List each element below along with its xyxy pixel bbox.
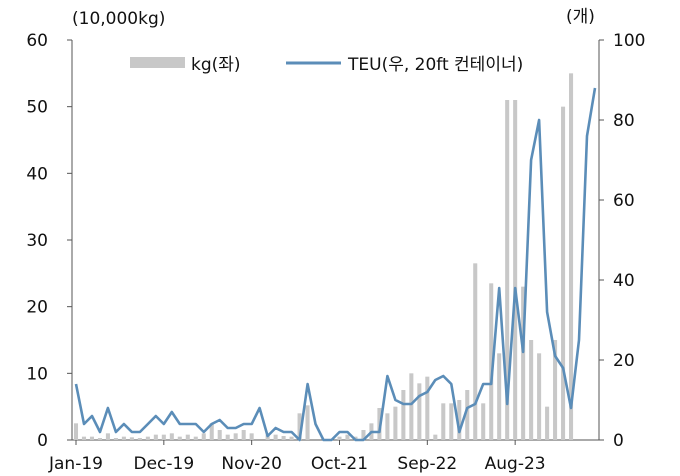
chart-frame (71, 40, 600, 441)
bar (241, 430, 246, 440)
left-tick-label: 0 (37, 431, 48, 451)
bar (209, 423, 214, 440)
bar (201, 433, 206, 440)
bar (249, 433, 254, 440)
right-tick-label: 80 (613, 111, 635, 131)
x-tick-label: Nov-20 (221, 454, 282, 474)
x-tick-label: Oct-21 (311, 454, 368, 474)
bar (345, 434, 350, 440)
teu-line (74, 87, 597, 442)
legend-bar-label: kg(좌) (191, 55, 241, 75)
bar (297, 413, 302, 440)
bar (409, 373, 414, 440)
bar (481, 403, 486, 440)
bar (401, 390, 406, 440)
bar (561, 106, 566, 441)
bar-series (73, 73, 574, 441)
bar (465, 390, 470, 440)
left-tick-label: 60 (26, 31, 48, 51)
x-tick-label: Aug-23 (485, 454, 546, 474)
bar (225, 434, 230, 440)
bar (569, 73, 574, 440)
bar (177, 436, 182, 440)
bar (529, 340, 534, 440)
left-tick-label: 50 (26, 98, 48, 118)
bar (193, 436, 198, 440)
right-tick-label: 20 (613, 351, 635, 371)
bar (497, 353, 502, 440)
bar (169, 433, 174, 440)
bar (233, 433, 238, 440)
right-tick-label: 40 (613, 271, 635, 291)
bar (337, 436, 342, 440)
bar (161, 434, 166, 440)
bar (97, 438, 102, 440)
legend-line-label: TEU(우, 20ft 컨테이너) (347, 55, 523, 75)
bar (273, 434, 278, 440)
left-tick-label: 40 (26, 164, 48, 184)
bar (473, 263, 478, 440)
legend: kg(좌) TEU(우, 20ft 컨테이너) (130, 55, 523, 75)
left-tick-label: 10 (26, 364, 48, 384)
right-axis-ticks: 0 20 40 60 80 100 (599, 31, 645, 451)
bar (81, 436, 87, 440)
bar (449, 403, 454, 440)
right-tick-label: 100 (613, 31, 645, 51)
x-axis-ticks: Jan-19 Dec-19 Nov-20 Oct-21 Sep-22 Aug-23 (48, 440, 546, 474)
bar (521, 286, 526, 440)
x-tick-label: Jan-19 (48, 454, 103, 474)
bar (417, 383, 422, 440)
left-tick-label: 30 (26, 231, 48, 251)
bar (105, 433, 110, 440)
left-axis-ticks: 0 10 20 30 40 50 60 (26, 31, 72, 451)
bar (137, 438, 142, 440)
bar (289, 436, 294, 440)
bar (217, 430, 222, 440)
right-axis-unit: (개) (566, 7, 595, 27)
bar (361, 430, 366, 440)
bar (425, 376, 430, 440)
bar (393, 406, 398, 440)
left-axis-unit: (10,000kg) (72, 9, 165, 29)
left-tick-label: 20 (26, 298, 48, 318)
bar (89, 436, 94, 440)
bar (281, 436, 286, 440)
bar (489, 283, 494, 440)
bar (265, 434, 270, 440)
bar (505, 100, 510, 440)
bar (121, 436, 126, 440)
legend-bar-swatch (130, 57, 185, 68)
bar (153, 434, 158, 440)
bar (457, 400, 462, 440)
bar (113, 438, 118, 440)
x-tick-label: Dec-19 (133, 454, 194, 474)
bar (129, 437, 134, 440)
bar (433, 434, 438, 440)
bar (545, 406, 550, 440)
bar (145, 436, 150, 440)
bar (513, 100, 518, 440)
bar (553, 340, 558, 440)
x-tick-label: Sep-22 (397, 454, 457, 474)
bar (385, 413, 390, 440)
bar (441, 403, 446, 440)
right-tick-label: 60 (613, 191, 635, 211)
bar (73, 423, 79, 440)
line-series (74, 87, 597, 442)
bar (185, 434, 190, 440)
bar (537, 353, 542, 440)
right-tick-label: 0 (613, 431, 624, 451)
bar (305, 405, 310, 440)
